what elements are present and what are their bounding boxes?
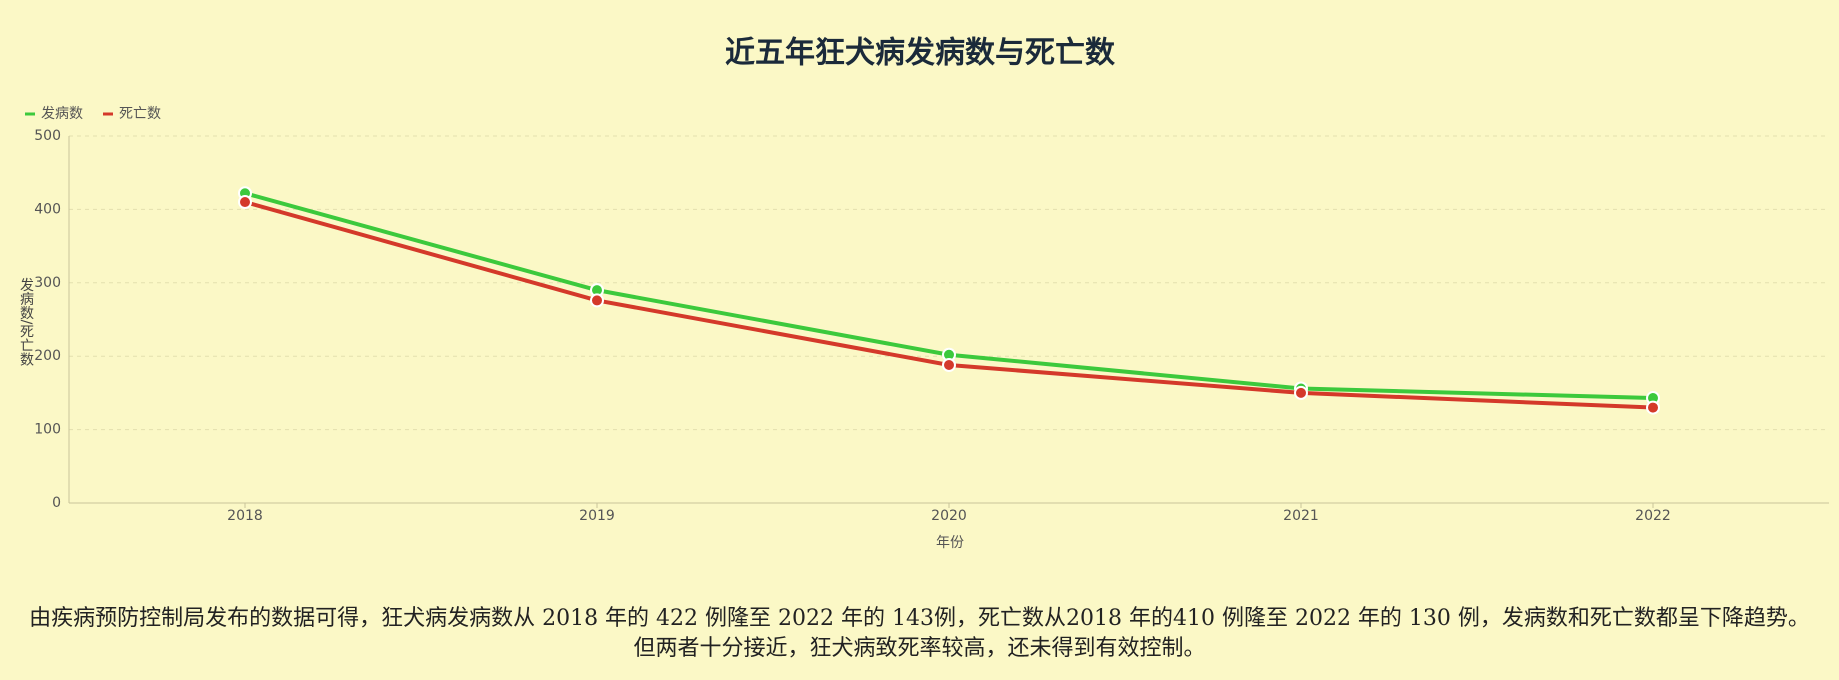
data-point — [1646, 400, 1660, 415]
chart: 近五年狂犬病发病数与死亡数 年份 发病数/死亡数 0 100 200 300 400 50… — [18, 36, 1829, 551]
x-tick-label: 2018 — [227, 508, 263, 524]
chart-title: 近五年狂犬病发病数与死亡数 — [725, 36, 1116, 71]
data-point — [238, 195, 252, 210]
y-axis-title: 发病数/死亡数 — [18, 278, 34, 367]
y-tick-label: 100 — [34, 422, 61, 438]
description: 由疾病预防控制局发布的数据可得，狂犬病发病数从 2018 年的 422 例隆至 … — [29, 606, 1810, 661]
x-tick-label: 2021 — [1283, 508, 1319, 524]
x-axis-title: 年份 — [936, 535, 964, 551]
data-point — [590, 293, 604, 308]
legend-label: 死亡数 — [119, 106, 161, 122]
series-line — [244, 200, 1654, 410]
legend-label: 发病数 — [41, 106, 83, 122]
y-tick-label: 500 — [34, 128, 61, 144]
y-tick-label: 200 — [34, 348, 61, 364]
y-tick-label: 400 — [34, 201, 61, 217]
data-point — [942, 358, 956, 373]
y-tick-label: 300 — [34, 275, 61, 291]
data-point — [1294, 385, 1308, 400]
x-tick-label: 2019 — [579, 508, 615, 524]
x-tick-label: 2022 — [1635, 508, 1671, 524]
y-tick-label: 0 — [52, 495, 61, 511]
x-tick-label: 2020 — [931, 508, 967, 524]
